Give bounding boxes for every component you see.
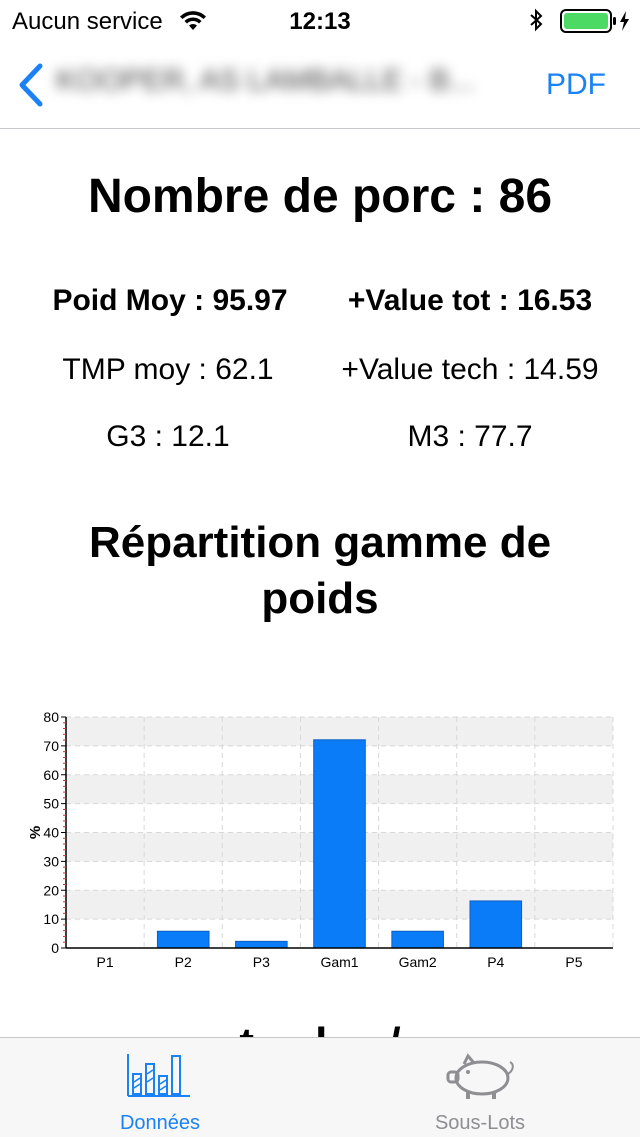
y-axis-label: % [27, 826, 44, 839]
bar-chart-icon [126, 1052, 192, 1103]
avg-weight-stat: Poid Moy : 95.97 [52, 284, 288, 317]
tmp-avg-stat: TMP moy : 62.1 [62, 353, 274, 386]
y-tick-label: 70 [43, 738, 59, 754]
x-tick-label: P4 [487, 954, 504, 970]
clock: 12:13 [289, 8, 351, 35]
y-tick-label: 60 [43, 767, 59, 783]
tab-bar: Données Sous-Lots [0, 1037, 640, 1137]
bar-P2 [156, 930, 210, 949]
pig-icon [444, 1052, 518, 1105]
main-content[interactable]: Nombre de porc : 86 Poid Moy : 95.97 +Va… [0, 129, 640, 1037]
wifi-icon [178, 8, 208, 37]
bar-P4 [469, 900, 523, 949]
next-section-heading-partial: ... ... t ... l ... / ... ... [0, 1019, 640, 1037]
y-tick-label: 80 [43, 709, 59, 725]
value-tech-stat: +Value tech : 14.59 [341, 353, 599, 386]
x-tick-label: Gam2 [399, 954, 437, 970]
tab-donnees[interactable]: Données [0, 1038, 320, 1137]
y-tick-label: 40 [43, 825, 59, 841]
bar-Gam1 [313, 739, 366, 949]
y-tick-label: 30 [43, 853, 59, 869]
tab-label-donnees: Données [119, 1112, 201, 1134]
bluetooth-icon [528, 8, 544, 37]
y-tick-label: 0 [51, 940, 59, 956]
x-tick-label: P1 [97, 954, 114, 970]
bar-P3 [235, 940, 288, 949]
value-total-stat: +Value tot : 16.53 [347, 284, 593, 317]
x-tick-label: Gam1 [320, 954, 358, 970]
pdf-button[interactable]: PDF [546, 68, 606, 101]
carrier-label: Aucun service [12, 8, 163, 35]
nav-title: KOOPER, AS LAMBALLE - B... [56, 64, 475, 97]
m3-stat: M3 : 77.7 [407, 420, 533, 453]
battery-icon [560, 9, 632, 38]
navigation-bar: KOOPER, AS LAMBALLE - B... PDF [0, 40, 640, 129]
status-bar: Aucun service 12:13 [0, 0, 640, 40]
tab-sous-lots[interactable]: Sous-Lots [320, 1038, 640, 1137]
back-chevron-icon[interactable] [14, 62, 48, 108]
bar-Gam2 [391, 930, 444, 949]
weight-range-chart: P1 P2 P3 Gam1 Gam2 P4 P5 0 10 20 30 40 50 60 70 80% [27, 709, 614, 970]
y-tick-label: 20 [43, 882, 59, 898]
pig-count-heading: Nombre de porc : 86 [87, 170, 553, 223]
x-tick-label: P3 [253, 954, 270, 970]
x-tick-label: P5 [565, 954, 582, 970]
g3-stat: G3 : 12.1 [106, 420, 230, 453]
y-tick-label: 10 [43, 911, 59, 927]
x-tick-label: P2 [175, 954, 192, 970]
y-tick-label: 50 [43, 796, 59, 812]
section-title: Répartition gamme de poids [88, 518, 552, 623]
tab-label-sous-lots: Sous-Lots [434, 1112, 526, 1134]
